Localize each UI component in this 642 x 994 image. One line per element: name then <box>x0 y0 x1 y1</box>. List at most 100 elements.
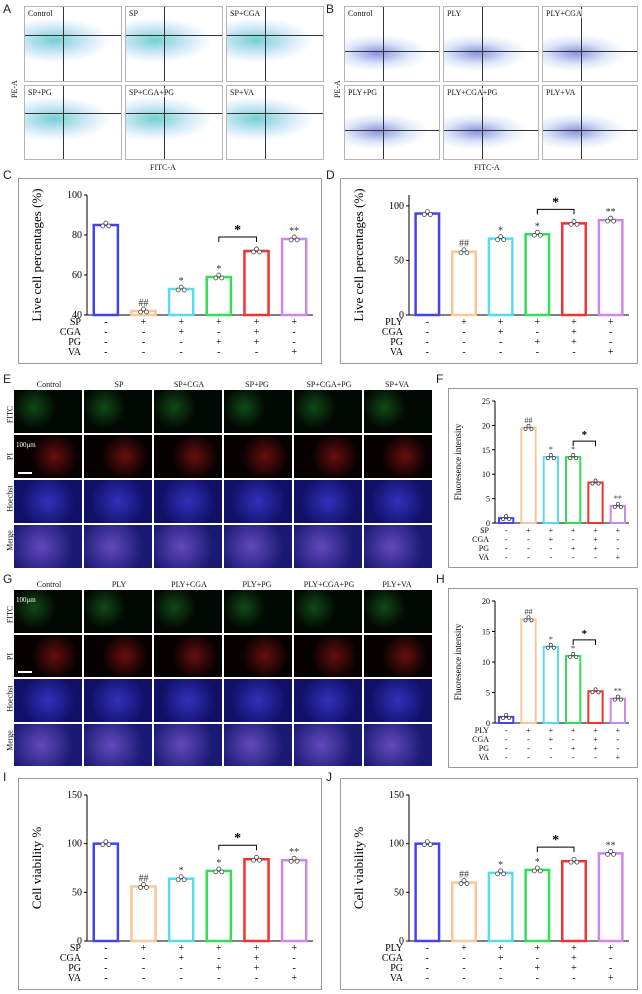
factor-sign: - <box>505 744 508 753</box>
bar <box>609 697 626 724</box>
factor-name: CGA <box>60 327 82 338</box>
micro-image <box>84 480 152 523</box>
factor-sign: - <box>536 327 539 338</box>
data-point <box>421 842 427 848</box>
significance-mark: ** <box>606 207 616 218</box>
data-point <box>548 453 553 458</box>
data-point <box>495 871 501 877</box>
factor-sign: - <box>179 973 182 984</box>
bar <box>520 618 537 724</box>
data-point <box>461 247 467 253</box>
data-point <box>144 885 149 890</box>
factor-sign: - <box>549 744 552 753</box>
factor-sign: - <box>426 347 429 358</box>
micro-image <box>224 590 292 633</box>
data-point <box>288 858 294 864</box>
data-point <box>181 877 187 883</box>
factor-name: CGA <box>472 735 489 744</box>
data-point <box>424 839 430 845</box>
bar <box>565 456 582 524</box>
factor-sign: - <box>142 963 145 974</box>
flow-b-plot-label: PLY+CGA <box>546 9 582 18</box>
bar <box>280 858 308 943</box>
factor-sign: - <box>505 535 508 544</box>
comparison-bracket <box>572 440 596 447</box>
factor-name: CGA <box>382 953 404 964</box>
data-point <box>254 854 259 860</box>
y-axis-label: Fluoresence intensity <box>453 423 463 500</box>
bar <box>498 715 515 725</box>
panel-letter-b: B <box>326 2 335 16</box>
factor-sign: + <box>291 347 297 358</box>
data-point <box>501 715 506 720</box>
data-point <box>464 250 470 256</box>
bar <box>542 456 559 524</box>
factor-sign: - <box>616 735 619 744</box>
factor-sign: + <box>593 526 598 535</box>
factor-sign: + <box>571 953 577 964</box>
flow-b-plot-label: PLY+CGA+PG <box>447 87 498 97</box>
data-point <box>523 618 528 623</box>
factor-sign: - <box>462 963 465 974</box>
data-point <box>501 237 507 242</box>
micro-image <box>84 634 152 677</box>
y-tick-label: 80 <box>72 230 82 241</box>
factor-name: PG <box>68 963 81 974</box>
flow-a-y-axis-label: PE-A <box>10 80 19 98</box>
y-tick-label: 100 <box>67 839 82 850</box>
factor-sign: + <box>593 735 598 744</box>
factor-sign: + <box>549 726 554 735</box>
flow-a-grid: Control SP SP+CGA SP+PG SP+CGA+PG SP+VA <box>24 6 324 160</box>
data-point <box>219 275 225 281</box>
micro-image <box>364 679 432 722</box>
factor-sign: - <box>217 973 220 984</box>
comparison-bracket <box>218 844 257 851</box>
factor-name: VA <box>68 973 82 984</box>
chart-panel-f: 0 5 10 15 20 25 Fluoresence intensity ## * * ** * SP… <box>448 388 638 568</box>
factor-sign: + <box>216 963 222 974</box>
factor-sign: + <box>593 535 598 544</box>
factor-sign: + <box>498 943 504 954</box>
factor-sign: + <box>608 317 614 328</box>
significance-mark: ** <box>614 687 622 696</box>
flow-b-plot-label: PLY <box>447 9 462 18</box>
data-point <box>526 615 531 620</box>
factor-sign: - <box>549 553 552 562</box>
data-point <box>618 697 623 702</box>
data-point <box>605 852 611 857</box>
micro-image <box>154 679 222 722</box>
data-point <box>458 881 464 886</box>
y-tick-label: 20 <box>482 421 490 430</box>
factor-sign: - <box>505 753 508 762</box>
bar <box>520 426 537 525</box>
factor-sign: - <box>505 553 508 562</box>
factor-sign: - <box>426 963 429 974</box>
factor-sign: - <box>426 943 429 954</box>
factor-name: PLY <box>475 726 490 735</box>
factor-sign: - <box>179 347 182 358</box>
micro-image: 100μm <box>14 435 82 478</box>
flow-a-plot: Control <box>24 6 122 82</box>
y-tick-label: 25 <box>482 397 490 406</box>
y-tick-label: 100 <box>67 190 82 201</box>
panel-letter-a: A <box>3 2 12 16</box>
micro-e-column-label: SP+CGA <box>173 380 205 389</box>
factor-sign: - <box>536 973 539 984</box>
factor-sign: + <box>571 337 577 348</box>
y-axis-label: Cell viability % <box>29 827 44 909</box>
data-point <box>288 237 294 243</box>
factor-sign: + <box>549 735 554 744</box>
factor-sign: - <box>292 953 295 964</box>
micro-image <box>224 435 292 478</box>
factor-sign: - <box>499 347 502 358</box>
data-point <box>608 215 614 221</box>
bar <box>243 857 270 943</box>
factor-sign: - <box>142 953 145 964</box>
scale-bar-label: 100μm <box>16 441 36 449</box>
flow-b-grid: Control PLY PLY+CGA PLY+PG PLY+CGA+PG PL… <box>344 6 638 160</box>
micro-image <box>364 480 432 523</box>
flow-a-plot-label: SP+PG <box>28 87 52 97</box>
bar <box>414 842 441 943</box>
